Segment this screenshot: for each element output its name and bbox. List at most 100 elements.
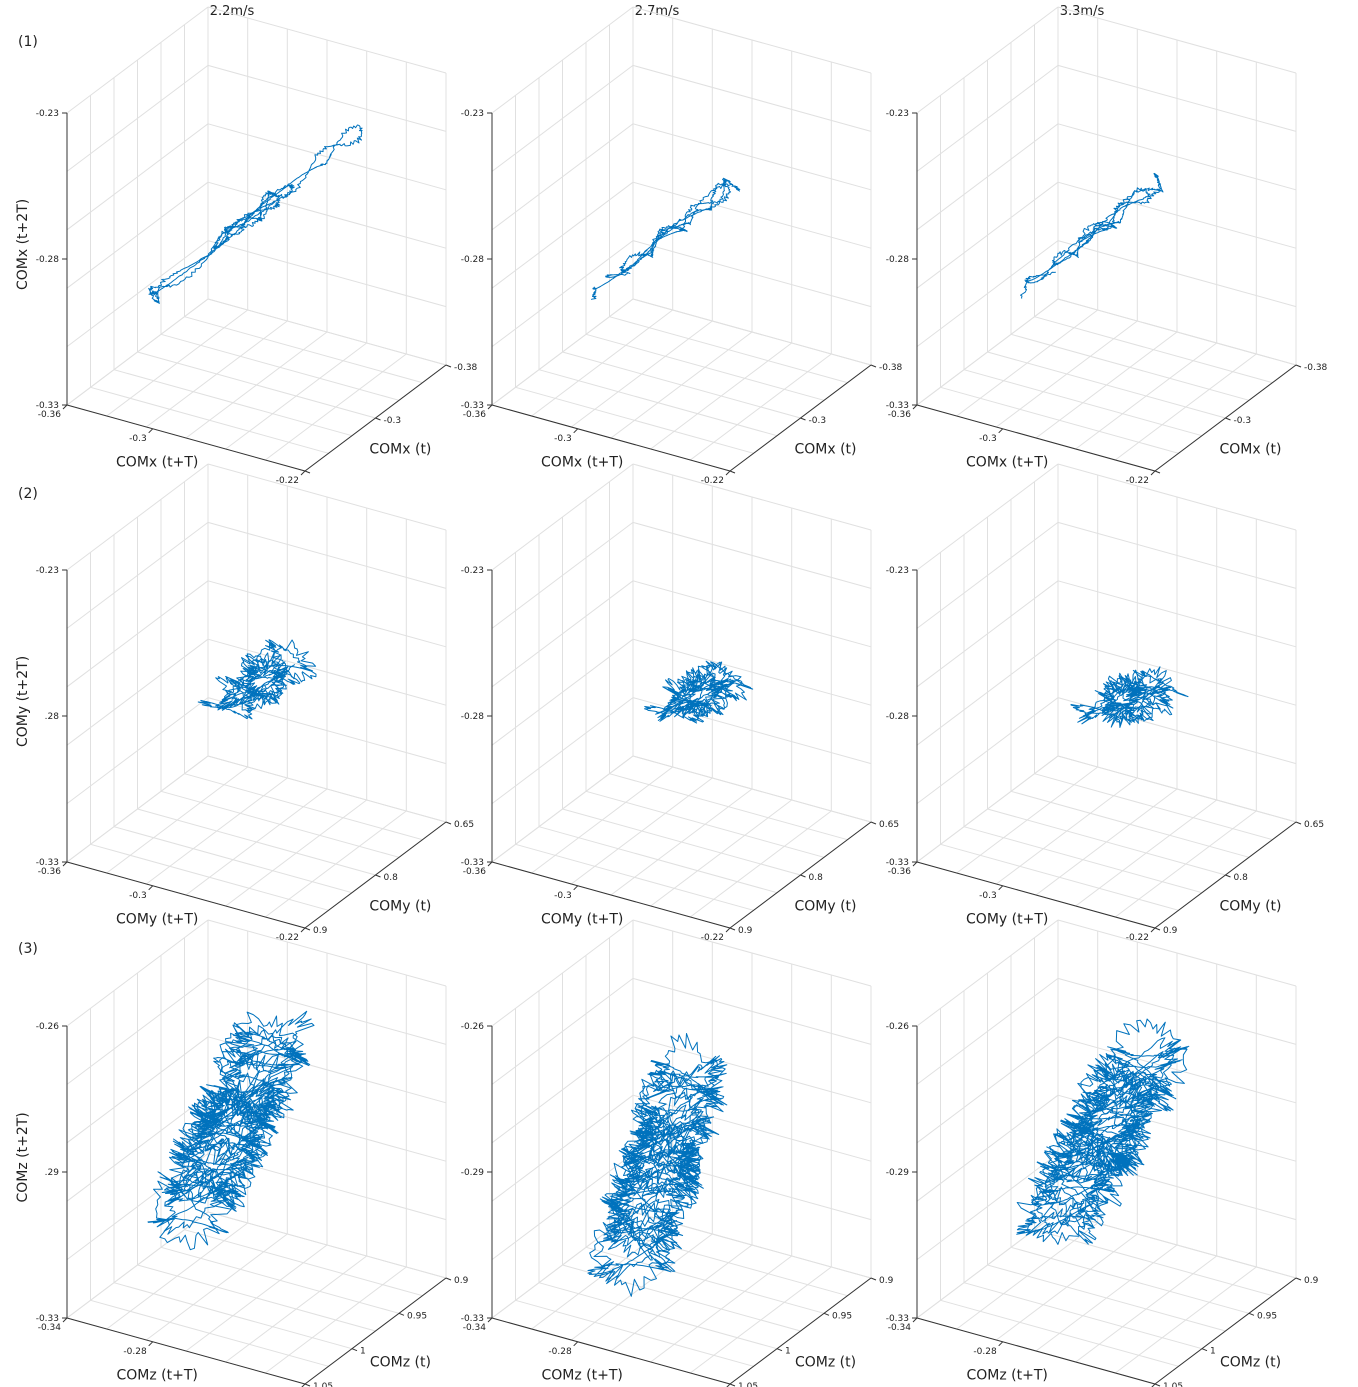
- grid-line: [90, 386, 329, 454]
- y-tick-label: 0.9: [313, 926, 328, 936]
- grid-line: [632, 1094, 872, 1162]
- grid-line: [113, 826, 353, 894]
- grid-line: [491, 6, 634, 114]
- grid-line: [491, 919, 634, 1027]
- grid-line: [1034, 316, 1273, 384]
- y-tick-label: 0.9: [1304, 1276, 1319, 1286]
- grid-line: [916, 123, 1059, 231]
- y-tick-label: -0.38: [454, 363, 478, 373]
- grid-line: [632, 181, 872, 249]
- grid-line: [562, 351, 801, 419]
- x-tick-label: -0.36: [38, 410, 62, 420]
- column-title-3: 3.3m/s: [1060, 4, 1105, 19]
- grid: [916, 6, 1297, 472]
- grid-line: [515, 1299, 754, 1367]
- x-tick-mark: [148, 1341, 154, 1347]
- row-labels: (1) (2) (3): [18, 34, 38, 957]
- x-tick-mark: [573, 885, 579, 891]
- y-tick-mark: [398, 1312, 405, 1316]
- y-tick-mark: [1225, 417, 1231, 421]
- grid-line: [66, 580, 209, 688]
- y-tick-mark: [375, 417, 381, 421]
- grid-line: [632, 755, 872, 823]
- y-tick-mark: [1154, 927, 1161, 931]
- row-label-3: (3): [18, 941, 38, 957]
- x-tick-mark: [62, 1317, 68, 1323]
- grid-line: [184, 1229, 423, 1297]
- y-axis-label: COMz (t): [1220, 1354, 1281, 1370]
- grid-line: [963, 826, 1203, 894]
- x-axis: [66, 1317, 306, 1385]
- x-tick-label: -0.22: [276, 933, 299, 943]
- y-tick-label: 1.05: [738, 1382, 758, 1387]
- grid-line: [609, 1229, 848, 1297]
- grid-line: [538, 369, 778, 437]
- x-tick-label: -0.28: [123, 1347, 147, 1357]
- y-tick-mark: [304, 927, 311, 931]
- grid-line: [66, 240, 209, 347]
- x-tick-mark: [998, 885, 1004, 891]
- y-axis: [304, 1277, 447, 1385]
- grid-line: [1057, 521, 1297, 589]
- trajectory-line: [1020, 172, 1164, 299]
- grid-line: [66, 65, 209, 172]
- y-tick-mark: [1154, 470, 1161, 474]
- y-tick-label: 0.9: [454, 1276, 469, 1286]
- grid-line: [184, 316, 423, 384]
- trajectory-line: [590, 177, 741, 301]
- x-tick-label: -0.28: [973, 1347, 997, 1357]
- grid-line: [609, 773, 848, 841]
- x-tick-label: -0.3: [554, 891, 572, 901]
- grid-line: [1057, 1036, 1297, 1104]
- y-tick-label: 0.95: [1257, 1311, 1277, 1321]
- grid-line: [1057, 240, 1297, 308]
- z-tick-label: -0.23: [36, 109, 59, 119]
- x-tick-mark: [62, 861, 68, 867]
- grid-line: [491, 1153, 634, 1260]
- grid-line: [66, 522, 209, 629]
- z-tick-label: -0.33: [886, 1314, 909, 1324]
- z-tick-label: -0.23: [461, 566, 484, 576]
- trajectory-line: [587, 1033, 728, 1297]
- y-axis-label: COMz (t): [795, 1354, 856, 1370]
- z-axis-label: COMz (t+2T): [15, 1112, 31, 1202]
- x-tick-label: -0.36: [888, 410, 912, 420]
- y-tick-mark: [445, 364, 452, 368]
- grid-line: [632, 298, 872, 366]
- grid-line: [562, 1264, 801, 1332]
- grid-line: [632, 1036, 872, 1104]
- y-tick-label: -0.38: [879, 363, 903, 373]
- y-tick-mark: [1248, 1312, 1255, 1316]
- x-tick-mark: [725, 927, 731, 933]
- z-tick-label: -0.33: [886, 401, 909, 411]
- grid-line: [207, 919, 447, 987]
- grid-line: [916, 580, 1059, 688]
- grid-line: [632, 697, 872, 765]
- y-tick-label: 1.05: [1163, 1382, 1183, 1387]
- z-tick-label: -0.28: [886, 712, 910, 722]
- y-tick-label: 0.65: [454, 820, 474, 830]
- panel-1-2: -0.23 -0.28 -0.33-0.36 -0.3 -0.22 -0.38 -0.3 CO…: [461, 6, 903, 486]
- x-tick-label: -0.34: [38, 1323, 62, 1333]
- grid-line: [207, 1036, 447, 1104]
- column-title-2: 2.7m/s: [635, 4, 680, 19]
- x-tick-mark: [573, 428, 579, 434]
- y-tick-label: 0.95: [407, 1311, 427, 1321]
- grid-line: [916, 6, 1059, 114]
- grid-line: [207, 977, 447, 1045]
- x-tick-label: -0.22: [701, 476, 724, 486]
- grid-line: [66, 1153, 209, 1260]
- y-tick-mark: [1295, 364, 1302, 368]
- grid-line: [632, 64, 872, 132]
- x-axis-label: COMz (t+T): [967, 1368, 1048, 1384]
- y-tick-mark: [375, 874, 381, 878]
- z-tick-label: -0.26: [886, 1022, 910, 1032]
- z-tick-label: -0.33: [886, 858, 909, 868]
- x-tick-mark: [487, 861, 493, 867]
- grid-line: [90, 1299, 329, 1367]
- grid-line: [1057, 638, 1297, 706]
- grid-line: [940, 1299, 1179, 1367]
- x-tick-label: -0.34: [888, 1323, 912, 1333]
- grid-line: [916, 65, 1059, 172]
- grid-line: [916, 1094, 1059, 1202]
